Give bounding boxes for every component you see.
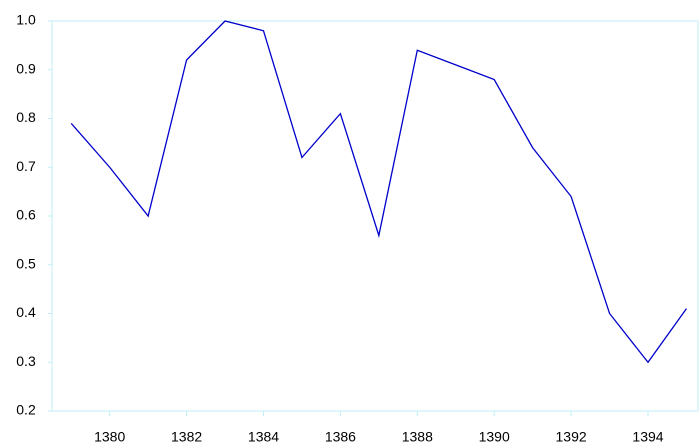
y-tick-label: 0.7 [16,158,36,174]
x-tick-label: 1384 [248,429,279,443]
x-tick-label: 1382 [171,429,202,443]
x-tick-label: 1380 [94,429,125,443]
y-tick-label: 0.2 [16,402,36,418]
chart: 0.2 0.3 0.4 0.5 0.6 0.7 0.8 0.9 1.0 1380 1382 1384 1… [0,0,699,443]
y-tick-label: 0.9 [16,60,36,76]
x-tick-label: 1390 [479,429,510,443]
y-tick-label: 0.8 [16,109,36,125]
y-tick-label: 1.0 [16,12,36,28]
x-tick-label: 1388 [402,429,433,443]
y-tick-label: 0.6 [16,207,36,223]
x-tick-label: 1394 [632,429,663,443]
plot-frame [52,21,698,411]
y-tick-label: 0.4 [16,304,36,320]
data-line [71,21,686,362]
x-tick-label: 1386 [325,429,356,443]
x-tick-label: 1392 [556,429,587,443]
y-tick-label: 0.3 [16,353,36,369]
y-tick-label: 0.5 [16,255,36,271]
